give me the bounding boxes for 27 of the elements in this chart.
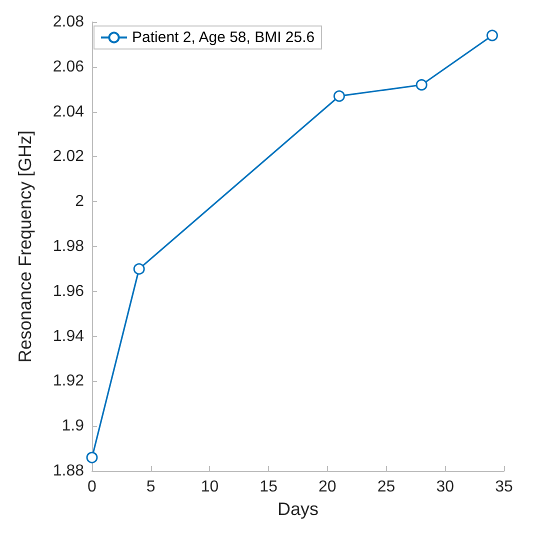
- x-tick-label: 35: [495, 478, 513, 496]
- point: [486, 30, 498, 42]
- legend-label: Patient 2, Age 58, BMI 25.6: [132, 29, 315, 46]
- point: [416, 79, 428, 91]
- y-tick-label: 2.08: [52, 14, 84, 30]
- x-tick-label: 30: [436, 478, 454, 496]
- y-tick-label: 1.92: [52, 372, 84, 390]
- y-tick-label: 2: [75, 193, 84, 210]
- y-axis-title: Resonance Frequency [GHz]: [15, 130, 35, 363]
- y-tick-label: 1.94: [52, 328, 84, 345]
- y-tick-label: 1.88: [52, 462, 84, 480]
- y-tick-label: 1.96: [52, 282, 84, 300]
- y-tick-label: 2.02: [52, 148, 84, 166]
- x-tick-label: 10: [200, 478, 219, 496]
- y-tick-label: 2.06: [52, 58, 84, 76]
- y-tick-label: 2.04: [52, 103, 84, 120]
- x-tick-label: 5: [146, 478, 156, 496]
- point: [133, 263, 145, 275]
- y-tick-label: 1.9: [62, 418, 84, 435]
- x-tick-label: 15: [260, 478, 278, 496]
- point: [333, 90, 345, 102]
- y-tick-label: 1.98: [52, 238, 84, 255]
- x-tick-label: 25: [377, 478, 396, 496]
- point: [86, 452, 98, 464]
- x-axis-title: Days: [277, 498, 319, 519]
- x-tick-label: 0: [88, 478, 97, 496]
- x-tick-label: 20: [318, 478, 336, 496]
